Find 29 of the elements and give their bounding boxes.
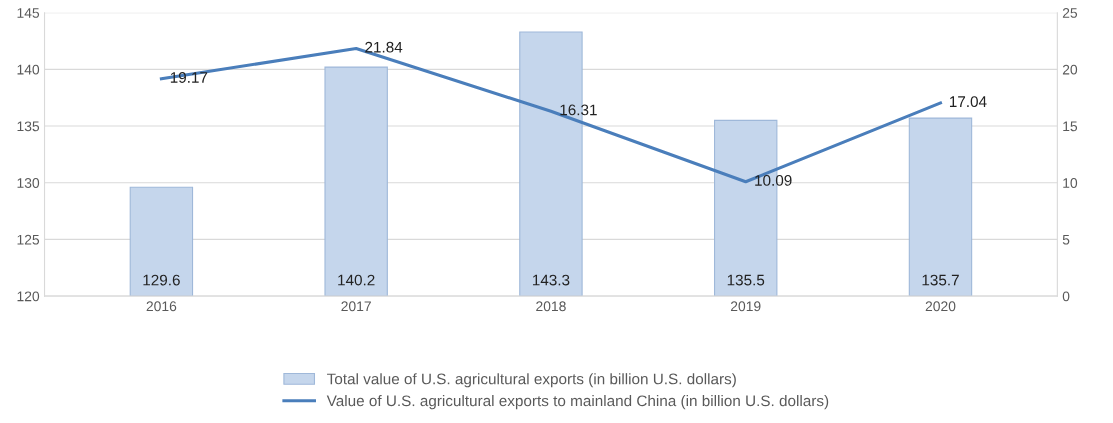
x-tick-label: 2017 [341,301,371,312]
x-tick-label: 2016 [146,301,177,312]
data-label: 140.2 [338,274,375,286]
y2-tick-label: 5 [1062,234,1070,245]
data-label: 19.17 [170,72,208,83]
data-label: 17.04 [949,96,987,108]
data-label: 135.5 [727,274,765,286]
data-label: 10.09 [755,175,792,186]
y-tick-label: 125 [17,234,40,245]
legend-label: Value of U.S. agricultural exports to mainland China (in billion U.S. dollars) [326,395,829,410]
data-label: 16.31 [560,104,597,116]
y2-tick-label: 10 [1063,178,1078,188]
data-label: 21.84 [365,41,403,53]
y-tick-label: 145 [17,8,40,18]
y2-tick-label: 20 [1062,64,1078,75]
y2-tick-label: 15 [1063,121,1078,132]
data-label: 129.6 [143,274,180,286]
y2-tick-label: 25 [1062,8,1078,18]
y2-tick-label: 0 [1062,291,1070,302]
data-label: 135.7 [922,274,959,286]
x-tick-label: 2018 [536,301,566,312]
x-tick-label: 2019 [730,301,761,312]
y-tick-label: 140 [17,64,40,75]
x-tick-label: 2020 [925,301,956,312]
legend-label: Total value of U.S. agricultural exports (in billion U.S. dollars) [327,373,736,388]
y-tick-label: 135 [17,121,40,132]
y-tick-label: 120 [17,291,40,302]
y-tick-label: 130 [17,178,40,188]
data-label: 143.3 [532,274,570,286]
